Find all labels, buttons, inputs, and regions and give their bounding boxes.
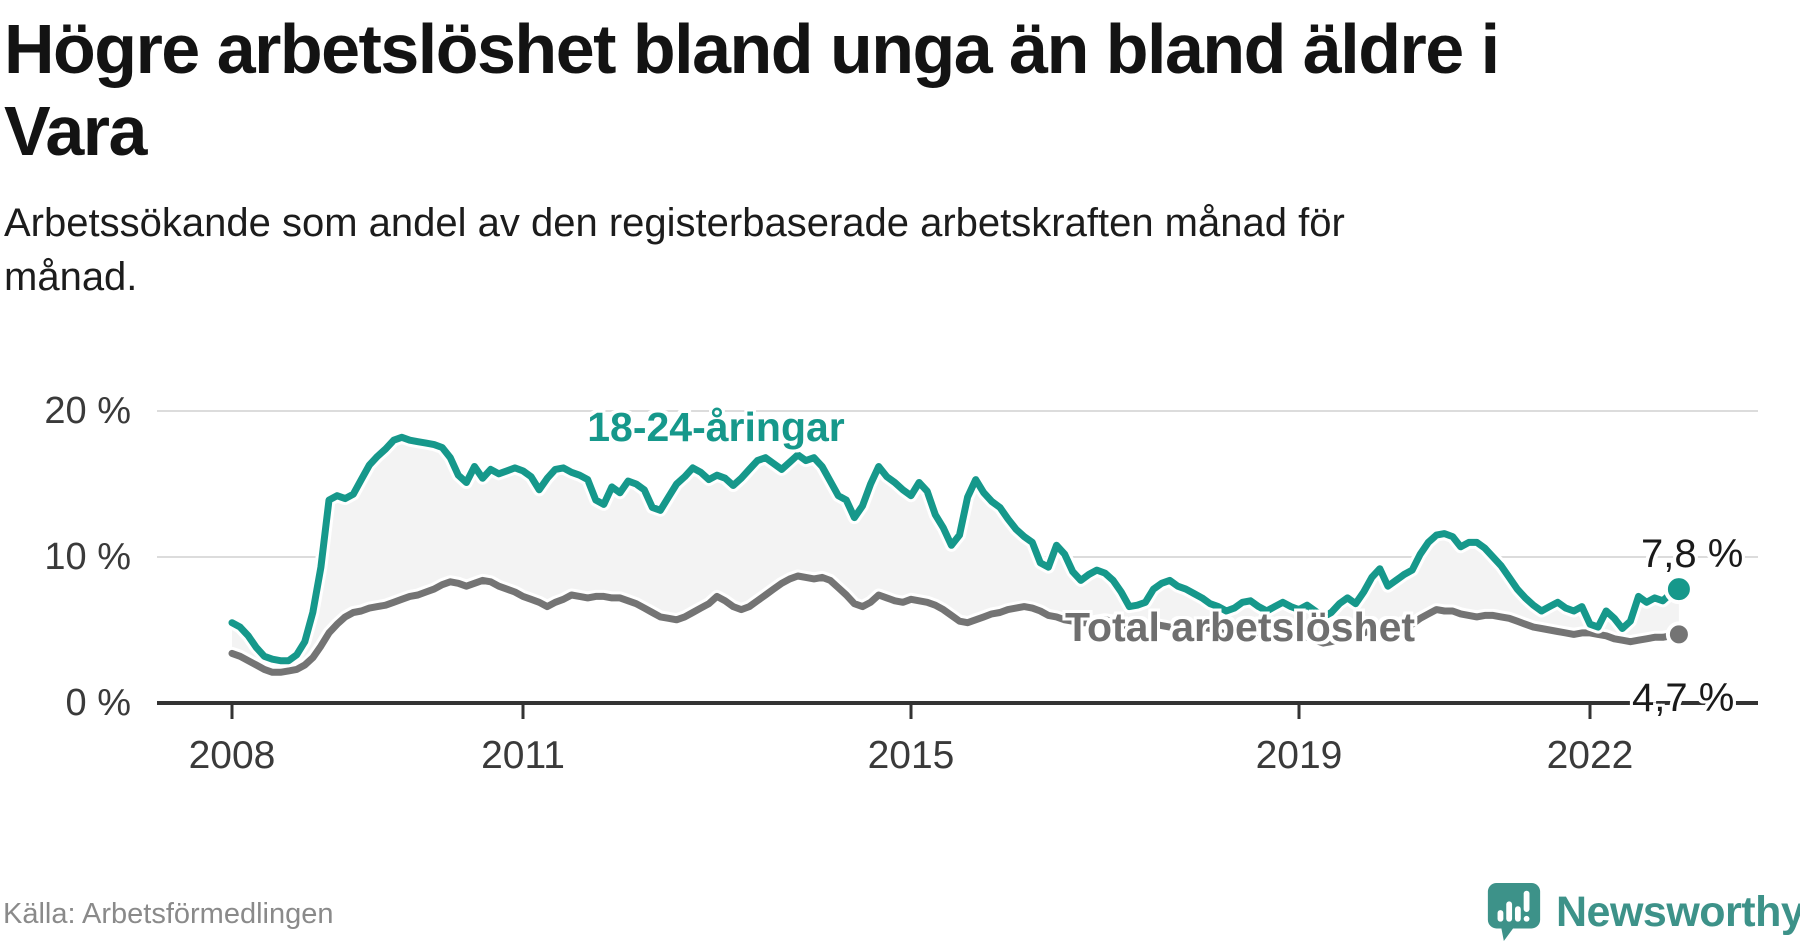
source-credit: Källa: Arbetsförmedlingen [3, 898, 334, 930]
x-tick-label: 2022 [1546, 734, 1634, 777]
title-line-2: Vara [4, 92, 147, 170]
total-line [228, 572, 1683, 676]
y-tick-label: 20 % [44, 390, 131, 432]
subtitle-line-2: månad. [4, 255, 138, 299]
series-label-youth: 18-24-åringar [587, 404, 845, 450]
x-tick-label: 2019 [1255, 734, 1343, 777]
x-tick-label: 2008 [188, 734, 276, 777]
total-end-value-label: 4,7 % [1632, 676, 1735, 720]
newsworthy-speech-bubble-bar-chart-icon [1487, 882, 1541, 942]
x-tick-label: 2015 [867, 734, 955, 777]
newsworthy-wordmark: Newsworthy [1556, 887, 1800, 936]
youth-end-dot [1663, 574, 1694, 605]
youth-line [228, 433, 1683, 665]
youth-end-value-label: 7,8 % [1641, 532, 1744, 576]
newsworthy-logo[interactable]: Newsworthy [1486, 882, 1800, 942]
x-tick-label: 2011 [481, 734, 565, 777]
y-tick-label: 0 % [65, 682, 131, 724]
page-subtitle: Arbetssökande som andel av den registerb… [4, 196, 1704, 304]
title-line-1: Högre arbetslöshet bland unga än bland ä… [4, 10, 1500, 88]
subtitle-line-1: Arbetssökande som andel av den registerb… [4, 201, 1345, 245]
y-tick-label: 10 % [44, 536, 131, 578]
total-end-dot [1665, 621, 1692, 648]
series-band-fill [232, 437, 1679, 673]
page-title: Högre arbetslöshet bland unga än bland ä… [4, 8, 1744, 172]
x-axis [157, 701, 1758, 719]
series-label-total: Total arbetslöshet [1064, 604, 1416, 650]
